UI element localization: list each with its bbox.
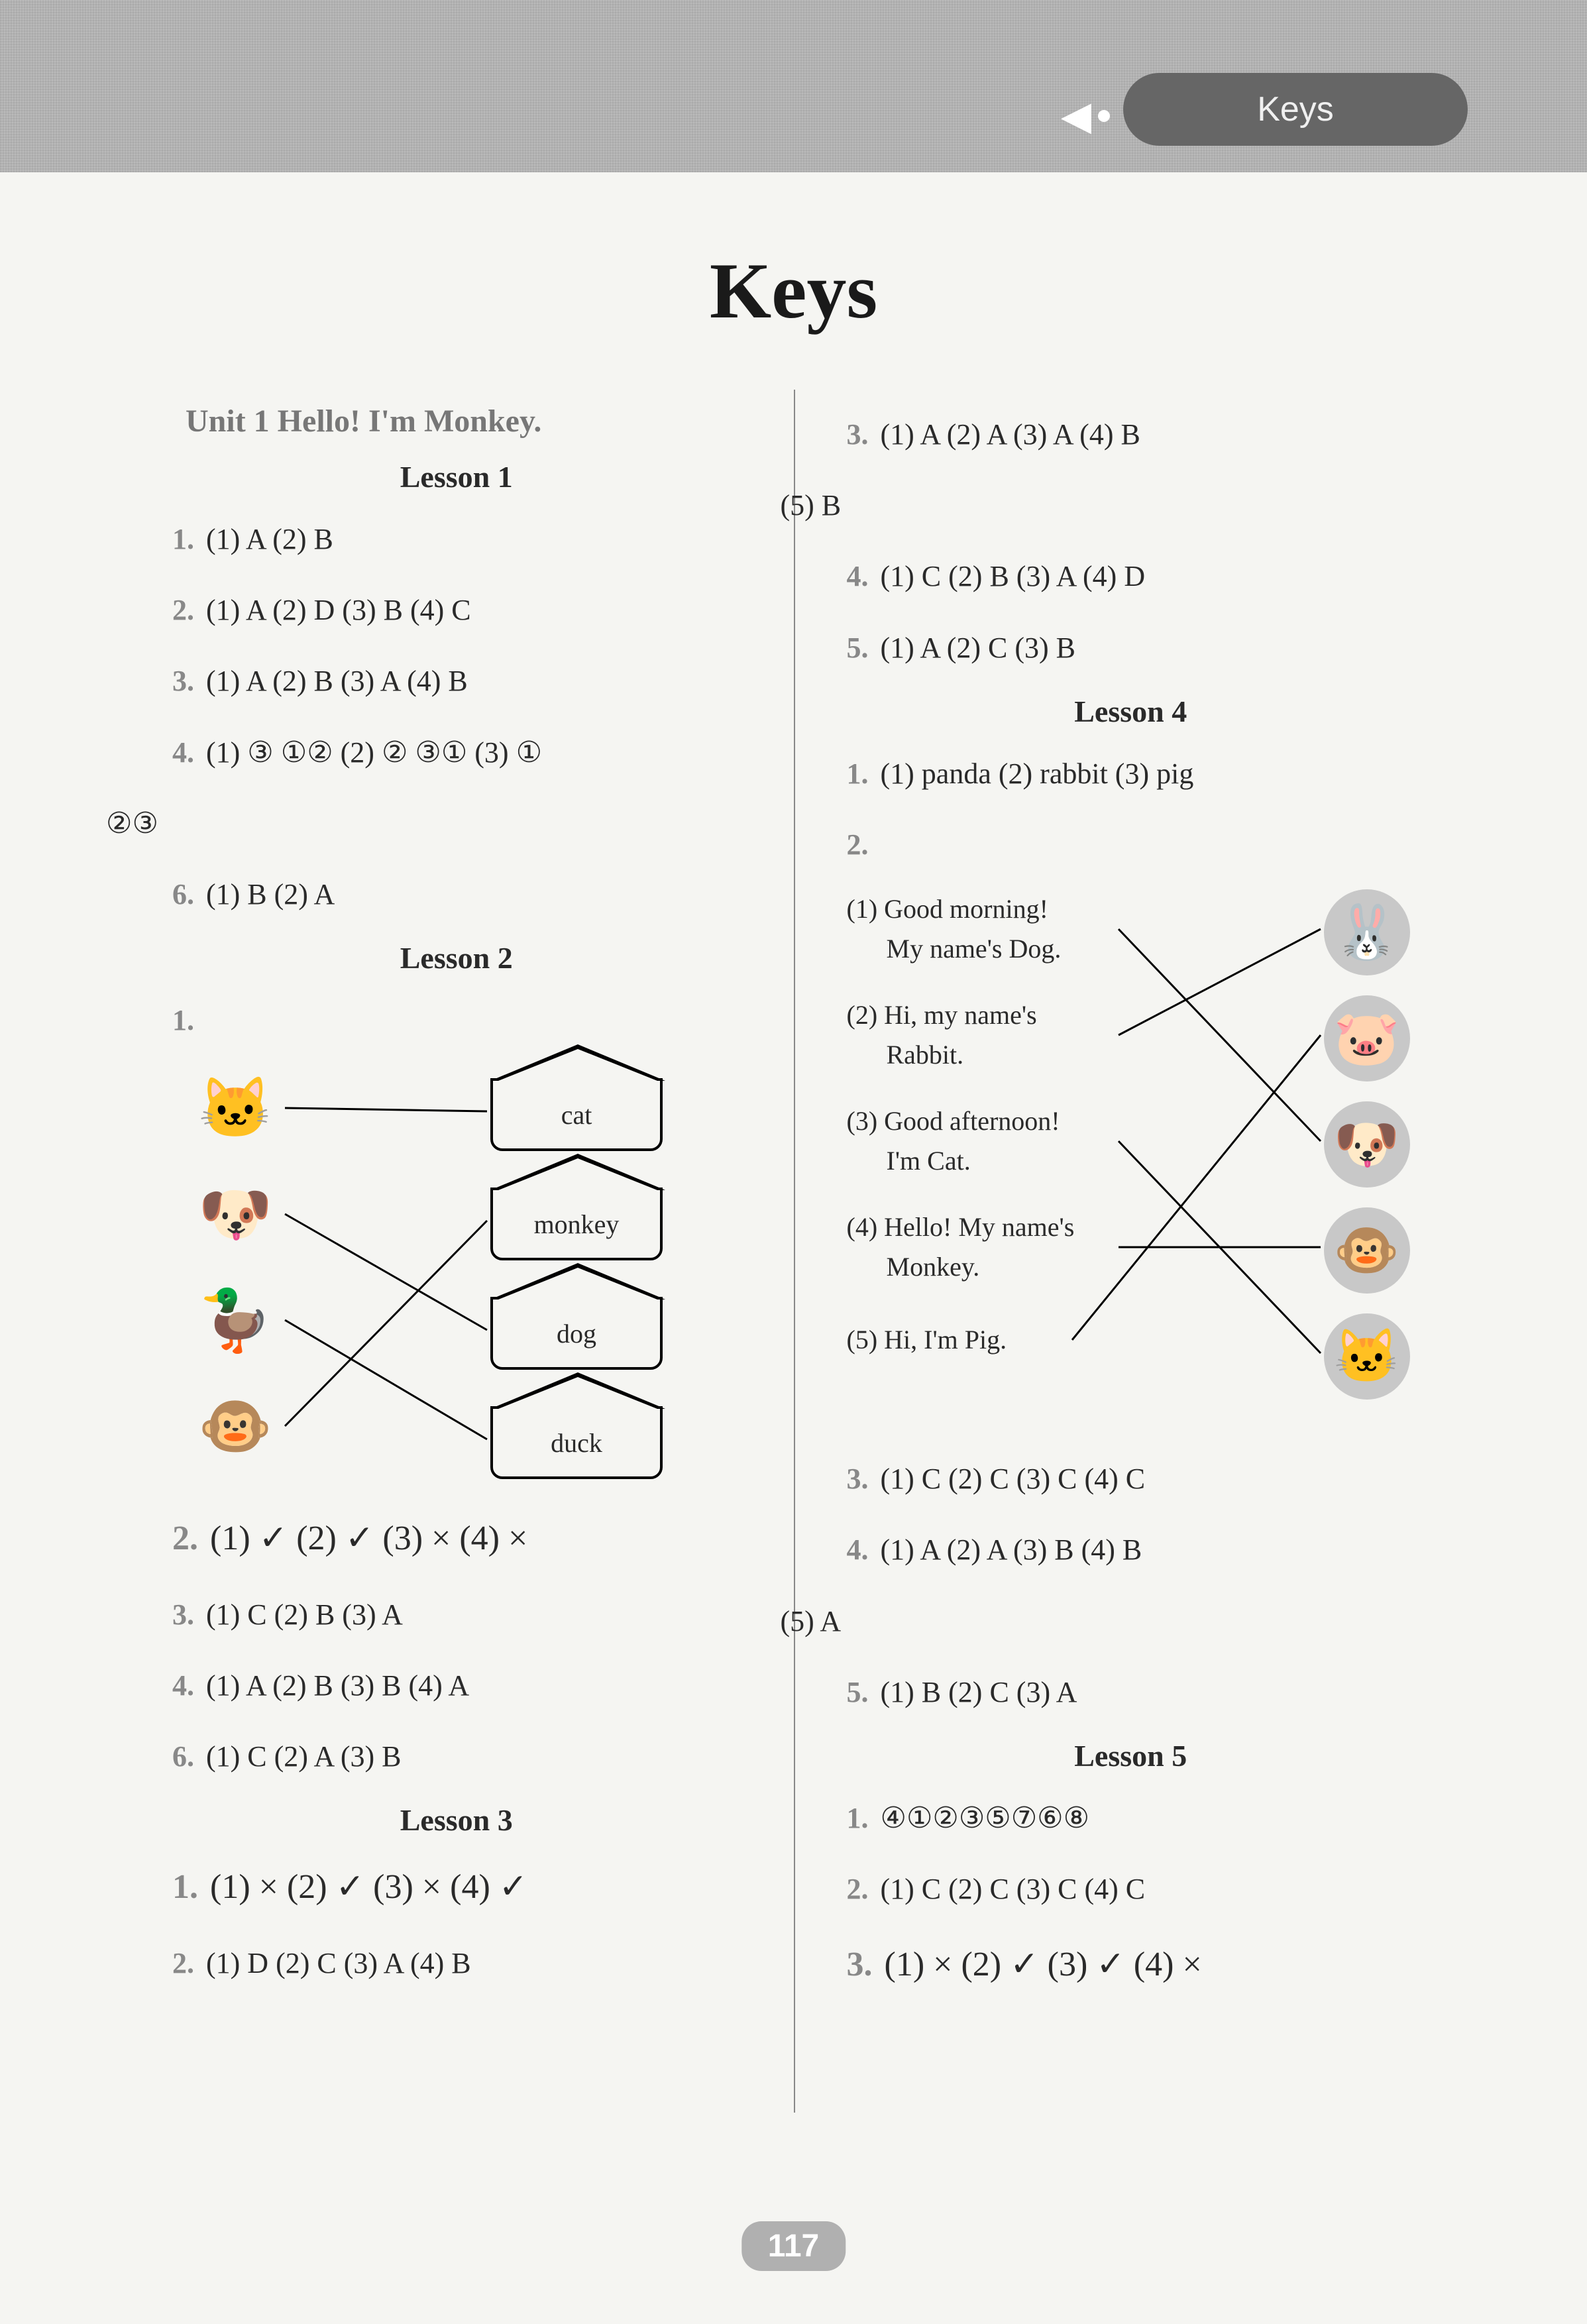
l4-q5-ans: (1) B (2) C (3) A bbox=[881, 1676, 1077, 1708]
mt2b: Rabbit. bbox=[847, 1035, 1125, 1075]
mt1a: (1) Good morning! bbox=[847, 889, 1125, 929]
l4-q4: 4.(1) A (2) A (3) B (4) B bbox=[847, 1523, 1442, 1576]
dog-icon: 🐶 bbox=[192, 1171, 278, 1257]
match-text-4: (4) Hello! My name's Monkey. bbox=[847, 1207, 1125, 1287]
l1-q6: 6.(1) B (2) A bbox=[172, 868, 767, 920]
r-top-q4-ans: (1) C (2) B (3) A (4) D bbox=[881, 560, 1146, 592]
header-band: ◀ Keys bbox=[0, 0, 1587, 172]
monkey2-icon: 🐵 bbox=[1324, 1207, 1410, 1294]
l3-q2: 2.(1) D (2) C (3) A (4) B bbox=[172, 1937, 767, 1989]
l1-q2-ans: (1) A (2) D (3) B (4) C bbox=[206, 594, 471, 626]
l2-q1: 1. bbox=[172, 994, 767, 1046]
lesson3-title: Lesson 3 bbox=[146, 1802, 767, 1838]
l5-q1: 1.④①②③⑤⑦⑥⑧ bbox=[847, 1792, 1442, 1844]
keys-tab: Keys bbox=[1123, 73, 1468, 146]
l3-q1: 1.(1) × (2) ✓ (3) × (4) ✓ bbox=[172, 1856, 767, 1918]
column-divider bbox=[794, 390, 795, 2113]
l1-q4: 4.(1) ③ ①② (2) ② ③① (3) ① bbox=[172, 726, 767, 779]
r-top-q3: 3.(1) A (2) A (3) A (4) B bbox=[847, 408, 1442, 461]
house-cat: cat bbox=[490, 1078, 663, 1151]
dot-icon bbox=[1098, 110, 1110, 122]
page-number: 117 bbox=[741, 2221, 846, 2271]
mt3b: I'm Cat. bbox=[847, 1141, 1125, 1181]
page-title: Keys bbox=[0, 245, 1587, 337]
rabbit-icon: 🐰 bbox=[1324, 889, 1410, 975]
lesson5-title: Lesson 5 bbox=[820, 1738, 1442, 1773]
l1-q4-ans: (1) ③ ①② (2) ② ③① (3) ① bbox=[206, 736, 542, 769]
house-duck-label: duck bbox=[551, 1427, 602, 1459]
l2-q2: 2.(1) ✓ (2) ✓ (3) × (4) × bbox=[172, 1508, 767, 1570]
r-top-q4: 4.(1) C (2) B (3) A (4) D bbox=[847, 550, 1442, 602]
match-text-2: (2) Hi, my name's Rabbit. bbox=[847, 995, 1125, 1075]
mt1b: My name's Dog. bbox=[847, 929, 1125, 969]
house-monkey: monkey bbox=[490, 1188, 663, 1260]
l4-q3-ans: (1) C (2) C (3) C (4) C bbox=[881, 1463, 1146, 1495]
monkey-icon: 🐵 bbox=[192, 1383, 278, 1469]
mt5: (5) Hi, I'm Pig. bbox=[847, 1320, 1125, 1360]
right-column: 3.(1) A (2) A (3) A (4) B (5) B 4.(1) C … bbox=[820, 390, 1442, 2015]
l1-q1-ans: (1) A (2) B bbox=[206, 523, 333, 555]
lesson2-title: Lesson 2 bbox=[146, 940, 767, 975]
l4-q5: 5.(1) B (2) C (3) A bbox=[847, 1666, 1442, 1718]
left-column: Unit 1 Hello! I'm Monkey. Lesson 1 1.(1)… bbox=[146, 390, 767, 2015]
l2-q6-ans: (1) C (2) A (3) B bbox=[206, 1740, 402, 1773]
l5-q3: 3.(1) × (2) ✓ (3) ✓ (4) × bbox=[847, 1934, 1442, 1996]
l2-q3-ans: (1) C (2) B (3) A bbox=[206, 1598, 403, 1631]
r-top-q3-ans: (1) A (2) A (3) A (4) B bbox=[881, 418, 1140, 451]
r-top-q5: 5.(1) A (2) C (3) B bbox=[847, 622, 1442, 674]
l2-q3: 3.(1) C (2) B (3) A bbox=[172, 1588, 767, 1641]
l5-q2-ans: (1) C (2) C (3) C (4) C bbox=[881, 1873, 1146, 1905]
lesson2-matching: 🐱 🐶 🦆 🐵 cat monkey dog duck bbox=[172, 1065, 767, 1489]
cat2-icon: 🐱 bbox=[1324, 1313, 1410, 1400]
l5-q3-ans: (1) × (2) ✓ (3) ✓ (4) × bbox=[885, 1946, 1202, 1983]
r-top-q3b: (5) B bbox=[781, 479, 1442, 531]
l4-q2: 2. bbox=[847, 818, 1442, 871]
unit-title: Unit 1 Hello! I'm Monkey. bbox=[186, 403, 767, 439]
house-duck: duck bbox=[490, 1406, 663, 1479]
l3-q1-ans: (1) × (2) ✓ (3) × (4) ✓ bbox=[210, 1868, 527, 1906]
house-monkey-label: monkey bbox=[534, 1209, 620, 1240]
l2-q2-ans: (1) ✓ (2) ✓ (3) × (4) × bbox=[210, 1520, 527, 1557]
mt4a: (4) Hello! My name's bbox=[847, 1207, 1125, 1247]
l2-q4-ans: (1) A (2) B (3) B (4) A bbox=[206, 1669, 469, 1702]
l4-q4-ans: (1) A (2) A (3) B (4) B bbox=[881, 1533, 1142, 1566]
mt3a: (3) Good afternoon! bbox=[847, 1101, 1125, 1141]
pig-icon: 🐷 bbox=[1324, 995, 1410, 1081]
house-dog: dog bbox=[490, 1297, 663, 1370]
match-text-5: (5) Hi, I'm Pig. bbox=[847, 1320, 1125, 1360]
house-dog-label: dog bbox=[557, 1318, 596, 1349]
duck-icon: 🦆 bbox=[192, 1277, 278, 1363]
l1-q6-ans: (1) B (2) A bbox=[206, 878, 335, 911]
l1-q3: 3.(1) A (2) B (3) A (4) B bbox=[172, 655, 767, 707]
mt4b: Monkey. bbox=[847, 1247, 1125, 1287]
content: Unit 1 Hello! I'm Monkey. Lesson 1 1.(1)… bbox=[0, 390, 1587, 2015]
arrow-indicator: ◀ bbox=[1061, 93, 1110, 139]
l2-q4: 4.(1) A (2) B (3) B (4) A bbox=[172, 1659, 767, 1712]
dog2-icon: 🐶 bbox=[1324, 1101, 1410, 1188]
mt2a: (2) Hi, my name's bbox=[847, 995, 1125, 1035]
arrow-left-icon: ◀ bbox=[1061, 93, 1091, 139]
l3-q2-ans: (1) D (2) C (3) A (4) B bbox=[206, 1947, 471, 1979]
keys-tab-label: Keys bbox=[1257, 89, 1334, 129]
l4-q1-ans: (1) panda (2) rabbit (3) pig bbox=[881, 757, 1194, 790]
lesson4-title: Lesson 4 bbox=[820, 694, 1442, 729]
r-top-q5-ans: (1) A (2) C (3) B bbox=[881, 632, 1076, 664]
house-cat-label: cat bbox=[561, 1099, 592, 1131]
lesson1-title: Lesson 1 bbox=[146, 459, 767, 494]
l5-q1-ans: ④①②③⑤⑦⑥⑧ bbox=[881, 1802, 1090, 1834]
l1-q3-ans: (1) A (2) B (3) A (4) B bbox=[206, 665, 468, 697]
l2-q6: 6.(1) C (2) A (3) B bbox=[172, 1730, 767, 1783]
l4-q1: 1.(1) panda (2) rabbit (3) pig bbox=[847, 747, 1442, 800]
match-text-3: (3) Good afternoon! I'm Cat. bbox=[847, 1101, 1125, 1181]
l1-q1: 1.(1) A (2) B bbox=[172, 513, 767, 565]
l4-q3: 3.(1) C (2) C (3) C (4) C bbox=[847, 1453, 1442, 1505]
cat-icon: 🐱 bbox=[192, 1065, 278, 1151]
l5-q2: 2.(1) C (2) C (3) C (4) C bbox=[847, 1863, 1442, 1915]
lesson4-matching: (1) Good morning! My name's Dog. (2) Hi,… bbox=[847, 889, 1442, 1433]
l1-q2: 2.(1) A (2) D (3) B (4) C bbox=[172, 584, 767, 636]
l1-q4b: ②③ bbox=[106, 797, 767, 850]
l4-q4b: (5) A bbox=[781, 1595, 1442, 1647]
match-text-1: (1) Good morning! My name's Dog. bbox=[847, 889, 1125, 969]
